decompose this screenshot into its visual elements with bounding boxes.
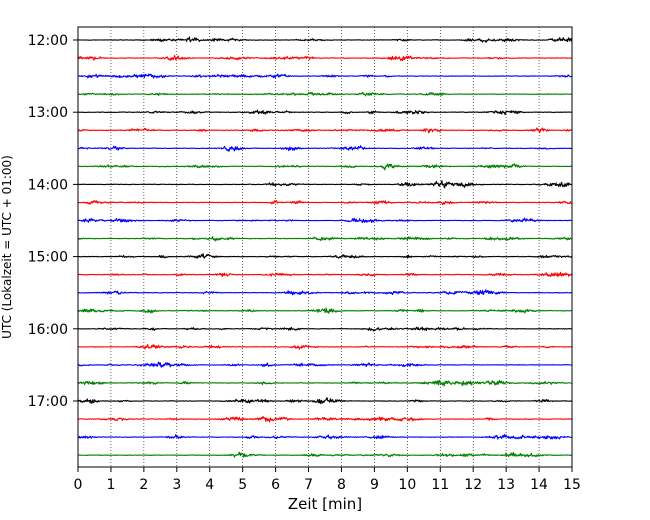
y-tick-label-3: 15:00 <box>28 250 68 266</box>
x-tick-label-12: 12 <box>464 477 482 493</box>
trace-1345 <box>77 163 573 171</box>
x-tick-label-8: 8 <box>337 477 346 493</box>
trace-1300 <box>77 109 573 116</box>
trace-1615 <box>77 344 573 350</box>
x-tick-label-6: 6 <box>271 477 280 493</box>
trace-1645 <box>77 379 573 387</box>
trace-1715 <box>77 415 573 423</box>
trace-1530 <box>77 289 573 296</box>
x-tick-label-1: 1 <box>106 477 115 493</box>
x-tick-label-3: 3 <box>172 477 181 493</box>
vertical-gridlines <box>110 27 540 467</box>
x-tick-label-13: 13 <box>497 477 515 493</box>
trace-1415 <box>77 200 573 206</box>
trace-1515 <box>77 271 573 277</box>
trace-1700 <box>77 397 573 405</box>
plot-frame <box>77 26 573 468</box>
trace-1445 <box>77 236 573 242</box>
trace-1330 <box>77 145 573 152</box>
y-tick-label-1: 13:00 <box>28 105 68 121</box>
trace-1315 <box>77 127 573 134</box>
trace-1245 <box>77 91 573 97</box>
y-axis-ticks: 12:00 13:00 14:00 15:00 16:00 17:00 <box>28 33 78 410</box>
trace-1200 <box>77 36 573 43</box>
x-tick-label-15: 15 <box>563 477 581 493</box>
x-tick-label-7: 7 <box>304 477 313 493</box>
x-axis-label: Zeit [min] <box>288 495 362 513</box>
x-tick-label-2: 2 <box>139 477 148 493</box>
x-axis-ticks: 0 1 2 3 4 5 6 7 8 9 10 11 12 13 14 15 <box>74 467 581 493</box>
trace-1600 <box>77 326 573 332</box>
x-tick-label-11: 11 <box>431 477 449 493</box>
trace-1745 <box>77 451 573 458</box>
y-tick-label-2: 14:00 <box>28 177 68 193</box>
trace-1545 <box>77 307 573 314</box>
trace-1730 <box>77 434 573 440</box>
x-tick-label-5: 5 <box>238 477 247 493</box>
trace-1430 <box>77 217 573 224</box>
x-tick-label-0: 0 <box>74 477 83 493</box>
x-tick-label-14: 14 <box>530 477 548 493</box>
x-tick-label-4: 4 <box>205 477 214 493</box>
y-tick-label-5: 17:00 <box>28 394 68 410</box>
trace-1630 <box>77 361 573 368</box>
y-axis-label: UTC (Lokalzeit = UTC + 01:00) <box>0 155 14 339</box>
x-tick-label-10: 10 <box>398 477 416 493</box>
x-tick-label-9: 9 <box>370 477 379 493</box>
y-tick-label-0: 12:00 <box>28 33 68 49</box>
trace-1500 <box>77 253 573 259</box>
trace-1400 <box>77 180 573 189</box>
trace-1215 <box>77 55 573 62</box>
seismic-traces <box>77 36 573 458</box>
y-tick-label-4: 16:00 <box>28 322 68 338</box>
trace-1230 <box>77 73 573 79</box>
